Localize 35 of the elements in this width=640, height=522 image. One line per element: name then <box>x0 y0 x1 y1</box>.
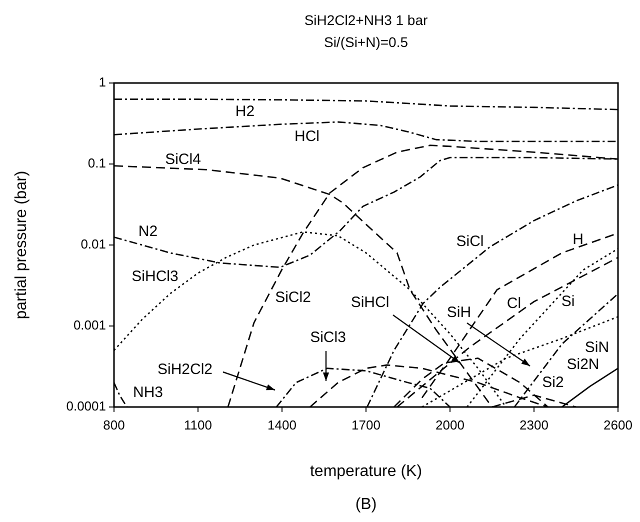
series-label: SiCl3 <box>310 329 346 346</box>
series-label: HCl <box>294 128 320 146</box>
chart-title: SiH2Cl2+NH3 1 bar <box>304 12 428 28</box>
x-tick-label: 1700 <box>352 417 380 432</box>
text: (B) <box>355 496 377 514</box>
text: SiHCl <box>350 294 390 312</box>
series-label: Si2 <box>542 374 564 392</box>
text: SiH <box>446 304 472 322</box>
y-tick-label: 0.001 <box>73 318 106 333</box>
series-label: NH3 <box>132 384 164 402</box>
text: SiH2Cl2 <box>157 361 213 378</box>
y-tick-label: 0.1 <box>88 156 106 171</box>
chart-subtitle: Si/(Si+N)=0.5 <box>324 34 408 50</box>
y-axis-title: partial pressure (bar) <box>13 170 31 320</box>
series-label: SiCl2 <box>275 289 311 306</box>
series-label: Cl <box>506 295 522 312</box>
x-axis-title: temperature (K) <box>310 463 422 481</box>
series-label: Si <box>561 293 575 310</box>
y-tick-label: 1 <box>98 74 106 90</box>
series-label: SiCl4 <box>165 151 201 168</box>
x-tick-label: 800 <box>103 417 125 432</box>
x-tick-label: 2600 <box>604 417 632 432</box>
x-tick-label: 1100 <box>184 417 212 432</box>
x-tick-label: 1400 <box>268 417 296 432</box>
series-label: SiHCl3 <box>132 268 178 286</box>
series-label: SiCl <box>456 233 484 250</box>
series-label: SiN <box>584 339 610 356</box>
x-tick-label: 2000 <box>436 417 464 432</box>
series-label: Si2N <box>566 356 600 374</box>
series-label: H2 <box>235 103 255 120</box>
series-label: H <box>572 231 584 248</box>
y-tick-label: 0.01 <box>80 236 106 252</box>
series-label: N2 <box>138 223 158 240</box>
x-tick-label: 2300 <box>520 417 548 432</box>
y-tick-label: 0.0001 <box>66 398 106 414</box>
